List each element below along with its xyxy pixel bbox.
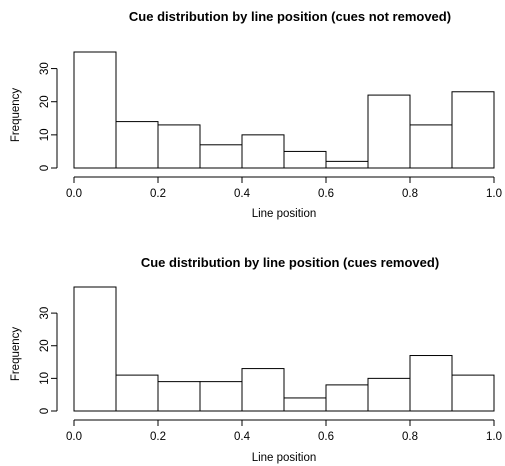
y-axis: 0 10 20 30: [39, 307, 58, 414]
bar-group: [73, 286, 495, 412]
x-axis-label: Line position: [252, 208, 317, 220]
histogram-bar: [115, 374, 159, 412]
x-tick-label: 0.6: [318, 188, 334, 200]
y-tick-label: 30: [39, 62, 51, 75]
histogram-bar: [283, 150, 327, 169]
y-axis-label: Frequency: [10, 327, 22, 382]
histogram-bar: [241, 134, 285, 169]
chart-title: Cue distribution by line position (cues …: [141, 255, 439, 270]
x-axis: 0.0 0.2 0.4 0.6 0.8 1.0: [66, 419, 502, 443]
histogram-bar: [409, 355, 453, 412]
x-tick-label: 0.2: [150, 431, 166, 443]
y-tick-label: 10: [39, 372, 51, 385]
histogram-bar: [325, 160, 369, 169]
histogram-panel-cues-removed: Cue distribution by line position (cues …: [10, 255, 502, 464]
y-tick-label: 20: [39, 339, 51, 352]
histogram-bar: [451, 374, 495, 412]
x-tick-label: 0.8: [402, 188, 418, 200]
x-tick-label: 0.4: [234, 188, 251, 200]
x-tick-label: 1.0: [486, 431, 502, 443]
y-tick-label: 20: [39, 95, 51, 108]
x-tick-label: 1.0: [486, 188, 502, 200]
y-axis-label: Frequency: [10, 88, 22, 143]
x-tick-label: 0.2: [150, 188, 166, 200]
x-tick-label: 0.8: [402, 431, 418, 443]
x-tick-label: 0.6: [318, 431, 334, 443]
histogram-bar: [241, 368, 285, 412]
histogram-bar: [73, 286, 117, 412]
x-tick-label: 0.0: [66, 431, 82, 443]
histogram-bar: [367, 94, 411, 169]
histogram-bar: [451, 91, 495, 169]
histogram-bar: [283, 397, 327, 412]
histogram-panel-cues-not-removed: Cue distribution by line position (cues …: [10, 9, 502, 220]
y-axis: 0 10 20 30: [39, 62, 58, 171]
x-axis-label: Line position: [252, 452, 317, 464]
y-tick-label: 0: [39, 165, 51, 171]
x-axis: 0.0 0.2 0.4 0.6 0.8 1.0: [66, 176, 502, 200]
histogram-bar: [115, 121, 159, 169]
y-tick-label: 0: [39, 408, 51, 414]
x-tick-label: 0.0: [66, 188, 82, 200]
bar-group: [73, 51, 495, 169]
x-tick-label: 0.4: [234, 431, 251, 443]
y-tick-label: 10: [39, 128, 51, 141]
histogram-bar: [157, 381, 201, 412]
y-tick-label: 30: [39, 307, 51, 320]
histogram-bar: [199, 381, 243, 412]
histogram-bar: [199, 144, 243, 169]
histogram-bar: [157, 124, 201, 169]
histogram-bar: [73, 51, 117, 169]
histogram-bar: [409, 124, 453, 169]
histogram-bar: [367, 377, 411, 412]
chart-title: Cue distribution by line position (cues …: [129, 9, 451, 24]
histogram-bar: [325, 384, 369, 412]
